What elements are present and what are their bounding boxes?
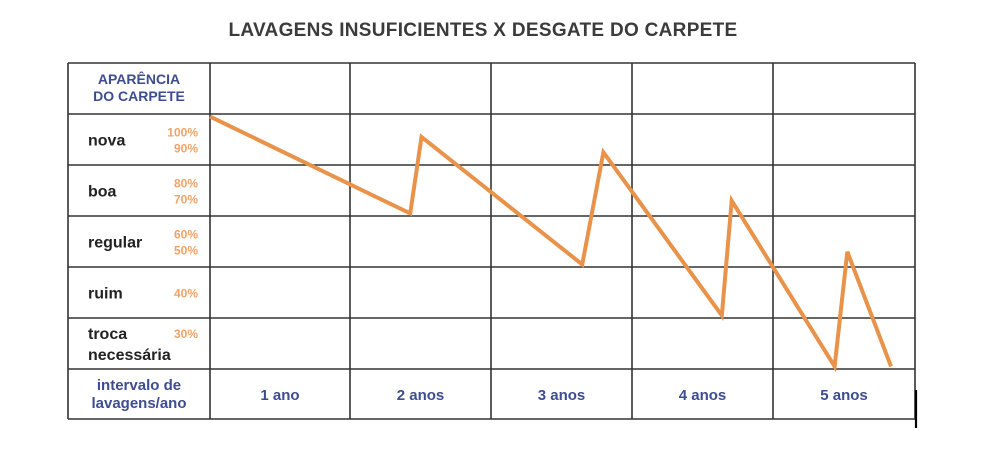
x-tick-label: 1 ano: [260, 387, 299, 404]
y-category-label: boa: [88, 184, 117, 201]
y-axis-title: DO CARPETE: [93, 88, 185, 104]
y-percent-label: 80%: [174, 177, 198, 191]
y-category-label: regular: [88, 235, 142, 252]
y-percent-label: 70%: [174, 193, 198, 207]
y-percent-label: 90%: [174, 142, 198, 156]
y-percent-label: 40%: [174, 287, 198, 301]
y-percent-label: 100%: [167, 126, 198, 140]
x-axis-title: lavagens/ano: [91, 395, 186, 412]
y-category-label: nova: [88, 133, 125, 150]
y-category-label: necessária: [88, 347, 171, 364]
y-percent-label: 30%: [174, 327, 198, 341]
x-axis-title: intervalo de: [97, 377, 181, 394]
y-percent-label: 50%: [174, 244, 198, 258]
chart-title: LAVAGENS INSUFICIENTES X DESGATE DO CARP…: [228, 20, 738, 41]
y-axis-title: APARÊNCIA: [98, 70, 180, 87]
series-line: [209, 114, 893, 373]
y-category-label: troca: [88, 326, 127, 343]
y-category-label: ruim: [88, 286, 123, 303]
x-tick-label: 4 anos: [679, 387, 727, 404]
x-tick-label: 3 anos: [538, 387, 586, 404]
y-percent-label: 60%: [174, 228, 198, 242]
x-tick-label: 5 anos: [820, 387, 868, 404]
x-tick-label: 2 anos: [397, 387, 445, 404]
